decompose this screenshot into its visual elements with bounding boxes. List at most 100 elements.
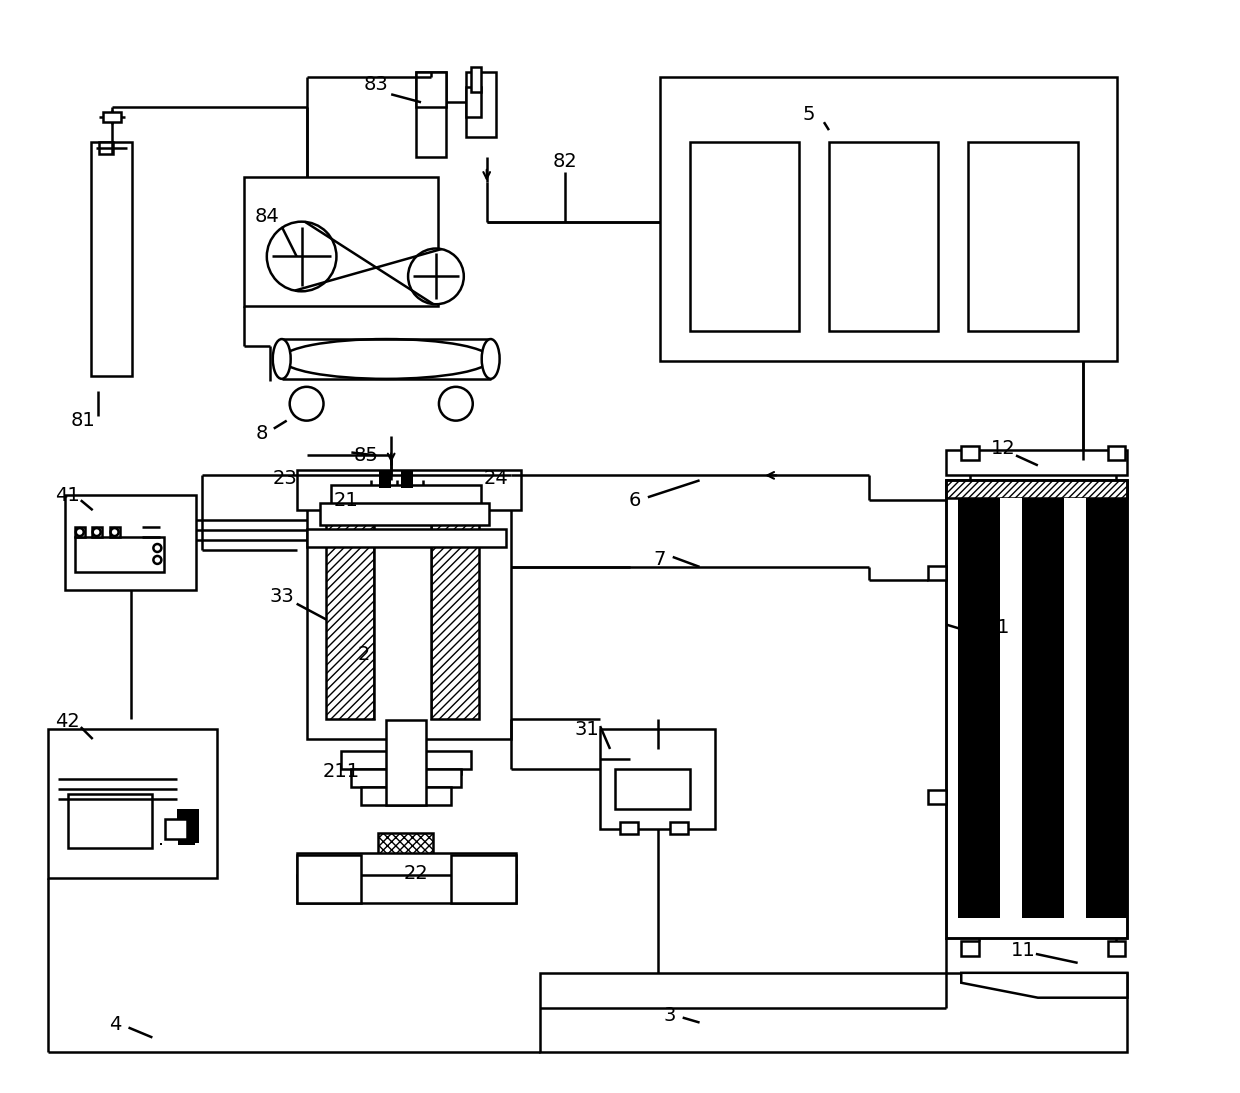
Bar (466, 72, 496, 137)
Bar (432, 520, 479, 719)
Bar (946, 480, 1127, 938)
Text: 1: 1 (997, 618, 1009, 637)
Text: 83: 83 (363, 74, 388, 94)
Bar (165, 819, 187, 838)
Text: 12: 12 (991, 439, 1016, 458)
Bar (374, 520, 432, 719)
Circle shape (154, 544, 161, 552)
Circle shape (154, 556, 161, 564)
Bar (620, 822, 637, 834)
Bar (351, 768, 461, 787)
Text: 24: 24 (484, 469, 508, 487)
Text: 8: 8 (255, 424, 268, 443)
Circle shape (267, 222, 336, 292)
Bar (296, 856, 361, 903)
Text: 211: 211 (322, 762, 360, 781)
Bar (946, 450, 1127, 475)
Bar (162, 821, 179, 846)
Text: 82: 82 (553, 152, 578, 172)
Text: 7: 7 (653, 551, 666, 569)
Bar (1022, 498, 1064, 918)
Circle shape (93, 528, 100, 536)
Bar (91, 142, 133, 376)
Text: 3: 3 (663, 1006, 676, 1025)
Text: 21: 21 (334, 491, 358, 509)
Bar (92, 527, 102, 537)
Bar (946, 480, 1127, 498)
Bar (600, 729, 714, 828)
Bar (281, 339, 491, 379)
Polygon shape (961, 973, 1127, 998)
Text: 11: 11 (1011, 941, 1035, 961)
Text: 31: 31 (575, 719, 600, 739)
Bar (959, 498, 999, 918)
Bar (466, 87, 481, 117)
Circle shape (76, 528, 84, 536)
Bar (109, 527, 119, 537)
Bar (968, 142, 1078, 331)
Bar (103, 113, 120, 122)
Text: 23: 23 (273, 469, 298, 487)
Bar (296, 470, 521, 510)
Bar (157, 809, 177, 844)
Bar (331, 485, 481, 505)
Bar (417, 72, 446, 157)
Bar (417, 72, 446, 107)
Bar (68, 794, 153, 848)
Text: 41: 41 (56, 485, 81, 505)
Bar (74, 537, 165, 572)
Text: 81: 81 (71, 411, 95, 431)
Bar (48, 729, 217, 879)
Text: 42: 42 (56, 712, 81, 730)
Bar (296, 854, 516, 879)
Bar (296, 875, 516, 903)
Bar (160, 815, 195, 846)
Text: 22: 22 (404, 863, 428, 883)
Bar (386, 720, 427, 804)
Bar (946, 480, 1127, 938)
Bar (378, 833, 433, 860)
Bar (326, 520, 374, 719)
Bar (306, 529, 506, 546)
Text: 85: 85 (353, 446, 378, 465)
Text: 32: 32 (961, 630, 986, 649)
Bar (828, 142, 939, 331)
Bar (1107, 941, 1126, 956)
Bar (999, 498, 1022, 918)
Bar (341, 751, 471, 768)
Bar (379, 470, 391, 489)
Bar (615, 768, 689, 809)
Bar (929, 566, 946, 579)
Text: 2: 2 (358, 645, 371, 663)
Bar (541, 973, 1127, 1053)
Circle shape (290, 387, 324, 421)
Bar (471, 68, 481, 92)
Bar (320, 503, 489, 525)
Bar (401, 470, 413, 489)
Bar (1107, 446, 1126, 460)
Text: 33: 33 (269, 587, 294, 607)
Ellipse shape (481, 339, 500, 379)
Circle shape (439, 387, 472, 421)
Bar (157, 809, 200, 844)
Bar (451, 856, 516, 903)
Bar (74, 527, 84, 537)
Bar (306, 501, 511, 739)
Bar (244, 177, 438, 306)
Bar (689, 142, 799, 331)
Circle shape (408, 248, 464, 304)
Text: 5: 5 (802, 105, 815, 124)
Bar (961, 446, 980, 460)
Bar (660, 78, 1117, 361)
Bar (1064, 498, 1086, 918)
Bar (670, 822, 688, 834)
Text: 6: 6 (629, 491, 641, 509)
Bar (99, 142, 113, 154)
Ellipse shape (273, 339, 290, 379)
Bar (361, 787, 451, 804)
Bar (64, 495, 196, 590)
Text: 84: 84 (254, 208, 279, 226)
Bar (961, 941, 980, 956)
Bar (1086, 498, 1127, 918)
Bar (929, 790, 946, 803)
